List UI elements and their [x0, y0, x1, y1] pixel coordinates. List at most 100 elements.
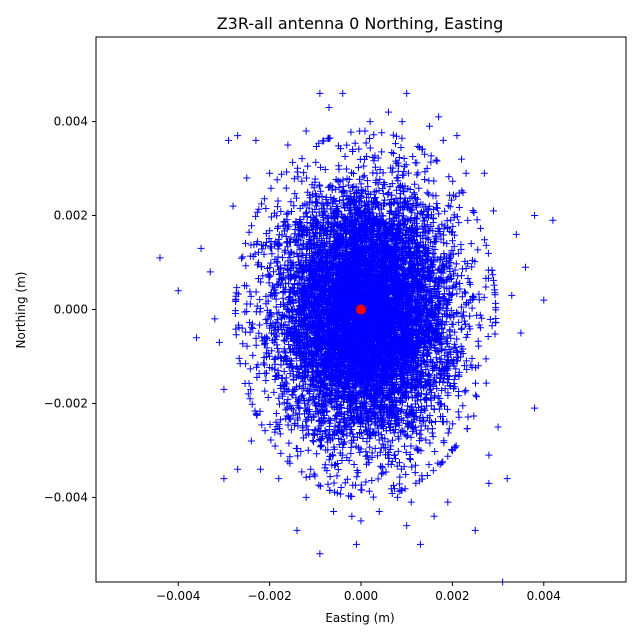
data-point: [379, 469, 387, 477]
data-point: [396, 473, 404, 481]
data-point: [402, 471, 410, 479]
data-point: [370, 188, 378, 196]
data-point: [256, 321, 264, 329]
data-point: [482, 379, 490, 387]
data-point: [353, 433, 361, 441]
data-point: [279, 254, 287, 262]
data-point: [413, 429, 421, 437]
data-point: [365, 197, 373, 205]
data-point: [376, 448, 384, 456]
data-point: [424, 362, 432, 370]
data-point: [254, 248, 262, 256]
data-point: [313, 450, 321, 458]
data-point: [454, 310, 462, 318]
data-point: [463, 331, 471, 339]
data-point: [256, 407, 264, 415]
data-point: [351, 139, 359, 147]
data-point: [388, 168, 396, 176]
data-point: [421, 276, 429, 284]
data-point: [398, 406, 406, 414]
data-point: [359, 435, 367, 443]
data-point: [447, 216, 455, 224]
data-point: [388, 436, 396, 444]
data-point: [402, 448, 410, 456]
data-point: [317, 187, 325, 195]
data-point: [461, 317, 469, 325]
data-point: [417, 383, 425, 391]
data-point: [365, 487, 373, 495]
data-point: [390, 429, 398, 437]
data-point: [458, 293, 466, 301]
data-point: [241, 380, 249, 388]
data-point: [458, 313, 466, 321]
data-point: [259, 272, 267, 280]
data-point: [355, 145, 363, 153]
data-point: [402, 161, 410, 169]
data-point: [284, 209, 292, 217]
data-point: [467, 240, 475, 248]
data-point: [287, 198, 295, 206]
data-point: [389, 164, 397, 172]
data-point: [360, 162, 368, 170]
data-point: [400, 155, 408, 163]
data-point: [329, 196, 337, 204]
data-point: [277, 361, 285, 369]
data-point: [331, 422, 339, 430]
data-point: [253, 373, 261, 381]
data-point: [363, 177, 371, 185]
data-point: [446, 382, 454, 390]
data-point: [464, 275, 472, 283]
data-point: [488, 322, 496, 330]
data-point: [302, 473, 310, 481]
data-point: [315, 208, 323, 216]
data-point: [429, 433, 437, 441]
data-point: [353, 473, 361, 481]
data-point: [425, 461, 433, 469]
data-point: [430, 393, 438, 401]
chart-title: Z3R-all antenna 0 Northing, Easting: [217, 14, 504, 33]
data-point: [439, 329, 447, 337]
data-point: [356, 448, 364, 456]
data-point: [475, 296, 483, 304]
data-point: [450, 211, 458, 219]
data-point: [378, 148, 386, 156]
data-point: [442, 310, 450, 318]
data-point: [346, 187, 354, 195]
data-point: [448, 246, 456, 254]
data-point: [418, 475, 426, 483]
data-point: [274, 203, 282, 211]
data-point: [283, 239, 291, 247]
data-point: [248, 222, 256, 230]
data-point: [443, 240, 451, 248]
data-point: [247, 323, 255, 331]
data-point: [307, 416, 315, 424]
data-point: [297, 447, 305, 455]
data-point: [361, 409, 369, 417]
data-point: [347, 401, 355, 409]
data-point: [280, 367, 288, 375]
data-point: [482, 355, 490, 363]
data-point: [411, 469, 419, 477]
data-point: [252, 341, 260, 349]
data-point: [292, 264, 300, 272]
data-point: [391, 451, 399, 459]
data-point: [457, 353, 465, 361]
data-point: [252, 288, 260, 296]
data-point: [256, 296, 264, 304]
data-point: [278, 170, 286, 178]
data-point: [468, 304, 476, 312]
data-point: [396, 480, 404, 488]
data-point: [260, 250, 268, 258]
data-point: [310, 412, 318, 420]
data-point: [388, 490, 396, 498]
data-point: [431, 232, 439, 240]
data-point: [268, 337, 276, 345]
data-point: [401, 485, 409, 493]
data-point: [462, 357, 470, 365]
data-point: [458, 324, 466, 332]
data-point: [271, 442, 279, 450]
data-point: [451, 340, 459, 348]
plot-area: [95, 36, 627, 586]
data-point: [409, 153, 417, 161]
data-point: [365, 134, 373, 142]
